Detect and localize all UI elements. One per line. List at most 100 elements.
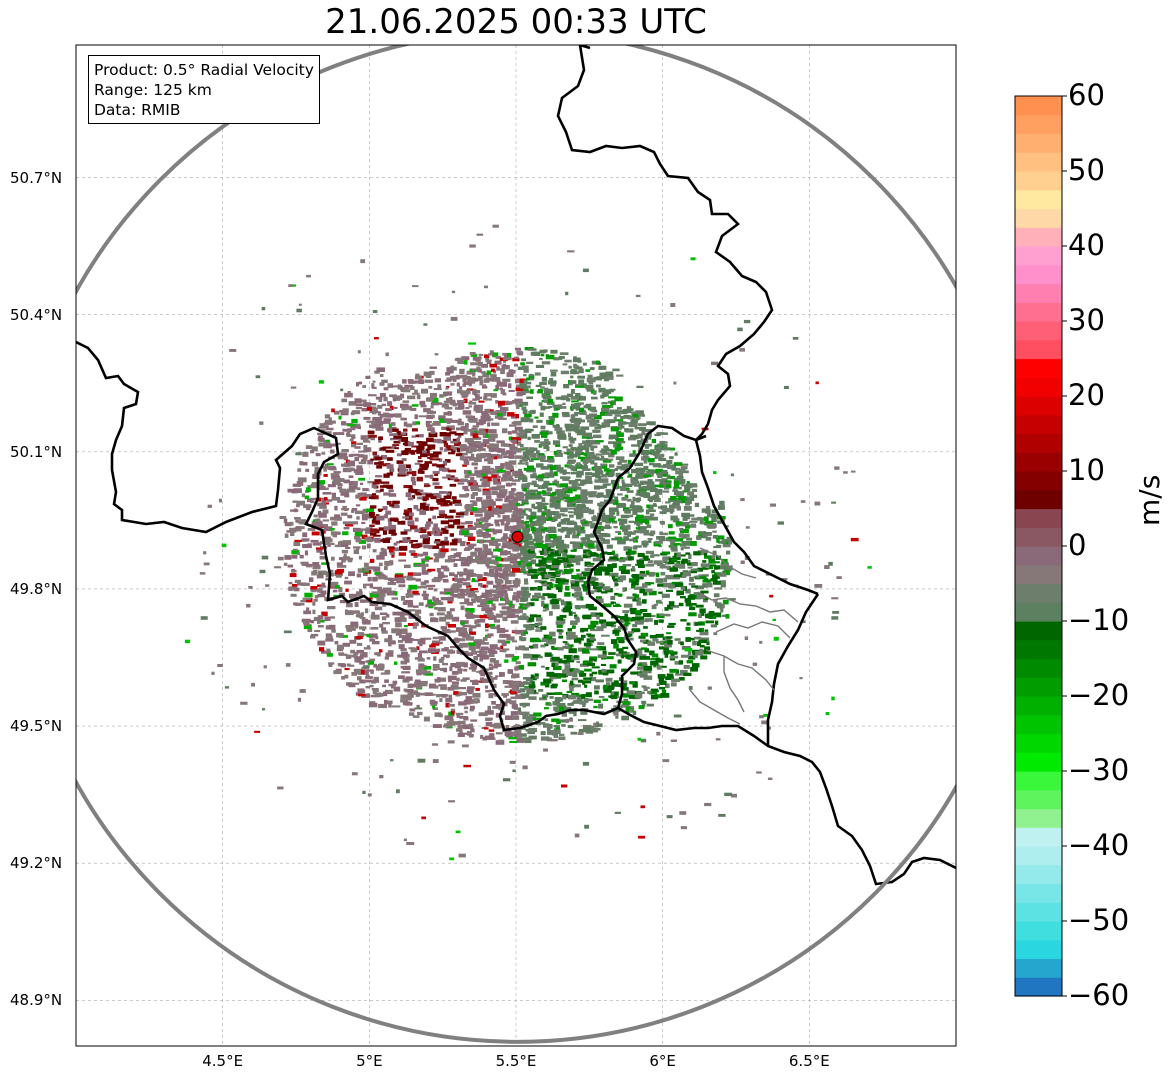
echo-pixel [576,696,583,702]
echo-pixel [597,642,605,646]
echo-pixel [326,463,334,466]
echo-pixel [527,348,537,351]
echo-pixel [365,583,373,586]
echo-pixel [359,589,363,594]
echo-pixel [631,616,637,622]
echo-pixel [695,622,702,626]
echo-pixel [423,596,429,601]
echo-pixel [654,454,658,459]
echo-pixel [683,672,692,676]
echo-pixel [291,549,300,555]
echo-pixel [601,392,608,397]
echo-pixel [444,614,454,620]
echo-pixel [557,483,561,488]
echo-pixel [515,402,521,406]
echo-pixel [335,442,341,445]
echo-pixel [587,564,594,568]
echo-pixel [422,450,427,454]
echo-pixel [630,671,638,675]
echo-pixel [503,533,508,538]
echo-pixel [643,532,653,536]
echo-pixel [670,515,678,519]
echo-pixel [531,503,535,509]
echo-pixel [555,407,560,410]
echo-pixel [531,489,538,493]
echo-pixel [402,635,412,638]
echo-pixel [350,610,360,614]
echo-pixel [467,379,476,384]
echo-pixel [549,696,554,699]
echo-pixel [711,561,720,564]
echo-pixel [433,493,440,497]
echo-pixel [613,680,619,684]
echo-pixel [534,439,540,443]
echo-pixel [457,595,465,599]
echo-pixel [573,638,581,643]
echo-pixel [316,549,323,553]
echo-pixel [480,599,488,603]
echo-pixel [502,518,507,522]
echo-pixel [354,602,359,607]
echo-pixel [637,435,643,439]
echo-pixel [549,417,555,422]
echo-pixel [301,538,310,542]
echo-pixel [283,562,288,566]
echo-pixel [348,684,356,688]
echo-pixel [316,574,324,579]
echo-pixel [666,613,671,617]
echo-pixel [439,698,443,703]
echo-pixel [327,539,332,542]
echo-pixel [478,396,483,399]
echo-pixel [515,387,524,392]
echo-pixel [472,487,479,491]
echo-pixel [605,656,614,660]
echo-pixel [689,484,698,488]
echo-pixel [288,586,294,591]
echo-pixel [470,728,475,733]
echo-pixel [639,482,645,486]
echo-pixel [425,673,433,676]
echo-pixel [469,352,476,356]
echo-pixel [508,538,512,542]
echo-pixel [573,499,579,503]
echo-pixel [512,597,518,601]
echo-pixel [307,528,316,531]
echo-pixel [589,648,599,651]
echo-pixel [562,402,566,405]
echo-pixel [445,697,453,703]
echo-pixel [470,362,478,366]
echo-pixel [375,475,383,478]
echo-pixel [522,637,527,641]
echo-pixel [712,550,717,556]
echo-pixel [529,389,534,394]
echo-pixel [696,535,702,540]
echo-pixel [569,680,574,686]
echo-pixel [555,444,561,447]
echo-pixel [566,448,571,452]
echo-pixel [356,649,365,654]
echo-pixel [611,563,617,568]
echo-pixel [679,469,686,473]
echo-pixel [437,574,445,578]
echo-pixel [445,387,449,390]
echo-pixel [535,532,542,537]
echo-pixel [609,409,615,414]
echo-pixel [601,402,608,405]
echo-pixel [359,653,368,658]
echo-pixel [382,530,388,535]
echo-pixel [375,426,384,431]
echo-pixel [515,578,521,583]
echo-pixel [496,627,506,631]
echo-pixel [439,616,447,622]
echo-pixel [325,439,330,443]
echo-pixel [607,552,614,555]
echo-pixel [310,635,316,639]
echo-pixel [653,541,661,547]
echo-pixel [487,705,491,711]
echo-pixel [473,698,480,701]
echo-pixel [499,382,508,387]
echo-pixel [720,582,726,588]
echo-pixel [392,398,397,402]
echo-pixel [454,519,461,524]
echo-pixel [399,635,404,638]
